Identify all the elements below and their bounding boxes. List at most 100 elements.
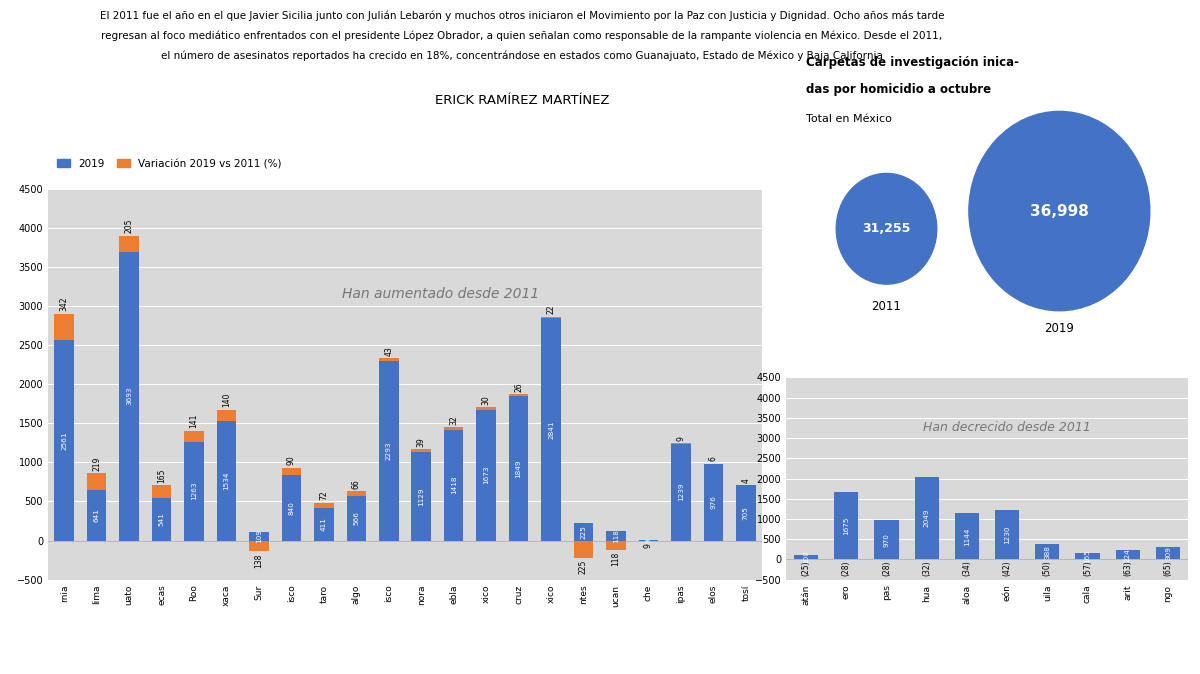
Text: 1263: 1263 [191, 482, 197, 500]
Text: 2293: 2293 [385, 441, 391, 460]
Bar [185, 441, 204, 541]
Bar [120, 236, 139, 252]
Text: El 2011 fue el año en el que Javier Sicilia junto con Julián Lebarón y muchos ot: El 2011 fue el año en el que Javier Sici… [100, 10, 944, 21]
Bar [347, 491, 366, 496]
Bar [1156, 551, 1180, 559]
Bar [875, 520, 899, 559]
Text: 3693: 3693 [126, 387, 132, 406]
Bar [794, 555, 818, 559]
Text: Total en México: Total en México [806, 114, 892, 123]
Bar [412, 450, 431, 452]
Bar [794, 557, 818, 559]
Bar [1036, 553, 1060, 559]
Bar [875, 520, 899, 559]
Bar [1156, 547, 1180, 559]
Bar [606, 531, 625, 541]
Text: 840: 840 [288, 501, 294, 515]
Bar [955, 513, 979, 559]
Text: 165: 165 [157, 468, 166, 483]
Bar [1116, 551, 1140, 559]
Bar [509, 394, 528, 396]
Bar [185, 431, 204, 441]
Text: 30: 30 [481, 396, 491, 405]
Text: 39: 39 [416, 437, 426, 447]
Text: 6: 6 [709, 456, 718, 462]
Text: 1534: 1534 [223, 471, 229, 490]
Bar [955, 555, 979, 559]
Bar [1075, 553, 1099, 559]
Text: 225: 225 [580, 560, 588, 574]
Bar [834, 492, 858, 559]
Text: 205: 205 [125, 219, 133, 233]
Bar [54, 340, 74, 541]
Text: 138: 138 [254, 553, 264, 568]
Text: 165: 165 [1085, 549, 1091, 563]
Bar [86, 491, 107, 541]
Bar [509, 396, 528, 541]
Text: 31,255: 31,255 [863, 222, 911, 235]
Text: 22: 22 [546, 305, 556, 314]
Text: 1129: 1129 [419, 487, 425, 506]
Text: regresan al foco mediático enfrentados con el presidente López Obrador, a quien : regresan al foco mediático enfrentados c… [102, 30, 942, 41]
Bar [834, 556, 858, 559]
Text: (50): (50) [1043, 560, 1051, 576]
Text: 1673: 1673 [484, 466, 490, 485]
Bar [250, 541, 269, 551]
Text: 2049: 2049 [924, 509, 930, 527]
Text: das por homicidio a octubre: das por homicidio a octubre [806, 83, 991, 96]
Text: Han aumentado desde 2011: Han aumentado desde 2011 [342, 287, 539, 301]
Bar [1116, 551, 1140, 559]
Text: 641: 641 [94, 509, 100, 522]
Text: 140: 140 [222, 393, 230, 407]
Bar [794, 555, 818, 559]
Bar [282, 468, 301, 475]
Text: 388: 388 [1044, 545, 1050, 559]
Bar [476, 410, 496, 541]
Text: 342: 342 [60, 297, 68, 311]
Bar [638, 540, 658, 541]
Bar [1036, 544, 1060, 559]
Text: 90: 90 [287, 456, 296, 466]
Text: el número de asesinatos reportados ha crecido en 18%, concentrándose en estados : el número de asesinatos reportados ha cr… [161, 51, 883, 61]
Text: 4: 4 [742, 478, 750, 483]
Bar [914, 477, 938, 559]
Bar [120, 252, 139, 541]
Text: 1849: 1849 [516, 459, 522, 477]
Text: Carpetas de investigación inica-: Carpetas de investigación inica- [806, 56, 1019, 69]
Text: 2011: 2011 [871, 300, 901, 313]
Text: 1144: 1144 [964, 527, 970, 545]
Text: 309: 309 [1165, 546, 1171, 560]
Text: 411: 411 [320, 518, 326, 531]
Text: 1675: 1675 [844, 516, 850, 534]
Bar [1075, 553, 1099, 559]
Text: 9: 9 [677, 436, 685, 441]
Text: 2019: 2019 [1044, 321, 1074, 335]
Text: 225: 225 [581, 525, 587, 539]
Text: 118: 118 [612, 552, 620, 566]
Text: (34): (34) [962, 560, 972, 576]
Bar [86, 473, 107, 491]
Bar [541, 317, 560, 318]
Bar [282, 475, 301, 541]
Text: 118: 118 [613, 529, 619, 543]
Bar [476, 407, 496, 410]
Text: 9: 9 [644, 543, 653, 548]
Text: 9: 9 [646, 538, 652, 543]
Bar [412, 452, 431, 541]
Bar [152, 485, 172, 498]
Bar [914, 477, 938, 559]
Bar [606, 541, 625, 550]
Text: ERICK RAMÍREZ MARTÍNEZ: ERICK RAMÍREZ MARTÍNEZ [434, 94, 610, 107]
Bar [54, 313, 74, 340]
Text: 26: 26 [514, 382, 523, 392]
Bar [995, 510, 1019, 559]
Bar [574, 523, 593, 541]
Bar [347, 496, 366, 541]
Text: Han decrecido desde 2011: Han decrecido desde 2011 [923, 421, 1091, 435]
Bar [574, 541, 593, 558]
Text: (32): (32) [923, 560, 931, 576]
Text: 1239: 1239 [678, 483, 684, 501]
Bar [955, 513, 979, 559]
Bar [703, 464, 724, 541]
Bar [444, 427, 463, 430]
